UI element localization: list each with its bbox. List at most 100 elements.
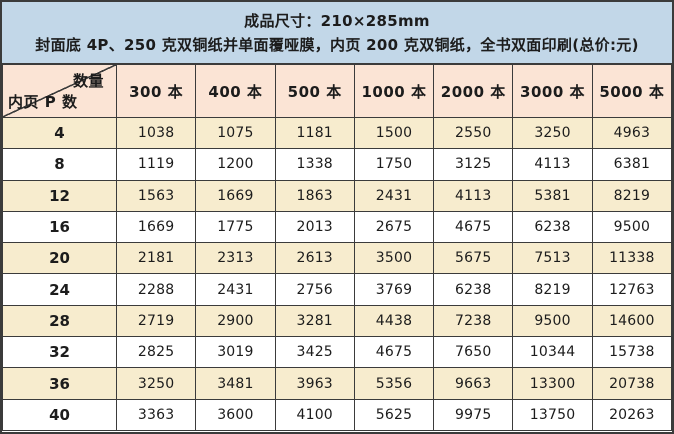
price-cell: 3769	[353, 273, 435, 306]
price-cell: 8219	[512, 273, 593, 306]
price-cell: 2825	[115, 336, 197, 369]
row-header-pages: 28	[2, 304, 117, 338]
row-header-pages: 12	[2, 179, 117, 212]
row-header-pages: 36	[2, 367, 117, 400]
price-cell: 20738	[591, 367, 673, 400]
row-header-pages: 8	[2, 148, 117, 181]
table-row: 20 2181 2313 2613 3500 5675 7513 11338	[2, 242, 673, 275]
price-cell: 2613	[274, 242, 355, 275]
column-header: 300 本	[115, 64, 197, 118]
price-cell: 11338	[591, 242, 673, 275]
price-cell: 1750	[353, 148, 435, 181]
price-cell: 13750	[512, 398, 593, 432]
column-header: 5000 本	[591, 64, 673, 118]
row-header-pages: 4	[2, 116, 117, 150]
price-cell: 6238	[433, 273, 514, 306]
product-size-title: 成品尺寸：210×285mm	[244, 12, 430, 30]
price-cell: 9975	[433, 398, 514, 432]
price-cell: 3425	[274, 336, 355, 369]
column-header: 1000 本	[353, 64, 435, 118]
price-cell: 1338	[274, 148, 355, 181]
price-cell: 4675	[433, 210, 514, 244]
price-cell: 3600	[195, 398, 276, 432]
price-cell: 2313	[195, 242, 276, 275]
price-cell: 2719	[115, 304, 197, 338]
price-cell: 3125	[433, 148, 514, 181]
price-cell: 2756	[274, 273, 355, 306]
price-cell: 1669	[115, 210, 197, 244]
price-cell: 5356	[353, 367, 435, 400]
price-cell: 6238	[512, 210, 593, 244]
column-header: 500 本	[274, 64, 355, 118]
sheet-header: 成品尺寸：210×285mm 封面底 4P、250 克双铜纸并单面覆哑膜，内页 …	[2, 2, 672, 64]
price-cell: 4100	[274, 398, 355, 432]
price-cell: 4113	[512, 148, 593, 181]
price-cell: 20263	[591, 398, 673, 432]
column-header: 3000 本	[512, 64, 593, 118]
price-cell: 3481	[195, 367, 276, 400]
price-cell: 2288	[115, 273, 197, 306]
table-row: 32 2825 3019 3425 4675 7650 10344 15738	[2, 336, 673, 369]
price-cell: 9500	[591, 210, 673, 244]
price-cell: 8219	[591, 179, 673, 212]
price-cell: 1200	[195, 148, 276, 181]
price-cell: 3963	[274, 367, 355, 400]
price-cell: 3363	[115, 398, 197, 432]
price-cell: 1775	[195, 210, 276, 244]
price-cell: 3250	[512, 116, 593, 150]
price-cell: 5625	[353, 398, 435, 432]
corner-quantity-label: 数量	[72, 72, 104, 90]
table-row: 36 3250 3481 3963 5356 9663 13300 20738	[2, 367, 673, 400]
price-cell: 4438	[353, 304, 435, 338]
price-table: 数量 内页 P 数 300 本 400 本 500 本 1000 本 2000 本 300…	[2, 64, 673, 432]
price-cell: 2675	[353, 210, 435, 244]
price-cell: 1038	[115, 116, 197, 150]
price-cell: 1181	[274, 116, 355, 150]
column-header: 2000 本	[433, 64, 514, 118]
table-row: 8 1119 1200 1338 1750 3125 4113 6381	[2, 148, 673, 181]
price-cell: 7513	[512, 242, 593, 275]
table-row: 28 2719 2900 3281 4438 7238 9500 14600	[2, 304, 673, 338]
price-cell: 2900	[195, 304, 276, 338]
price-cell: 1669	[195, 179, 276, 212]
price-cell: 3500	[353, 242, 435, 275]
price-cell: 13300	[512, 367, 593, 400]
price-cell: 4963	[591, 116, 673, 150]
spec-subtitle: 封面底 4P、250 克双铜纸并单面覆哑膜，内页 200 克双铜纸，全书双面印刷…	[35, 36, 639, 54]
row-header-pages: 16	[2, 210, 117, 244]
price-cell: 12763	[591, 273, 673, 306]
price-table-body: 4 1038 1075 1181 1500 2550 3250 4963 8 1119 1200 13…	[2, 116, 673, 432]
corner-cell: 数量 内页 P 数	[2, 64, 117, 118]
price-cell: 7238	[433, 304, 514, 338]
price-cell: 2431	[353, 179, 435, 212]
price-cell: 3250	[115, 367, 197, 400]
row-header-pages: 20	[2, 242, 117, 275]
price-cell: 2550	[433, 116, 514, 150]
price-cell: 1119	[115, 148, 197, 181]
price-cell: 6381	[591, 148, 673, 181]
price-cell: 14600	[591, 304, 673, 338]
price-cell: 9663	[433, 367, 514, 400]
table-row: 16 1669 1775 2013 2675 4675 6238 9500	[2, 210, 673, 244]
price-cell: 3281	[274, 304, 355, 338]
price-cell: 1563	[115, 179, 197, 212]
table-row: 40 3363 3600 4100 5625 9975 13750 20263	[2, 398, 673, 432]
price-cell: 7650	[433, 336, 514, 369]
price-cell: 1863	[274, 179, 355, 212]
price-cell: 15738	[591, 336, 673, 369]
price-cell: 1500	[353, 116, 435, 150]
price-cell: 4113	[433, 179, 514, 212]
row-header-pages: 32	[2, 336, 117, 369]
price-cell: 5381	[512, 179, 593, 212]
price-cell: 9500	[512, 304, 593, 338]
price-cell: 2013	[274, 210, 355, 244]
price-cell: 2181	[115, 242, 197, 275]
corner-pages-label: 内页 P 数	[8, 93, 78, 111]
table-row: 24 2288 2431 2756 3769 6238 8219 12763	[2, 273, 673, 306]
price-cell: 1075	[195, 116, 276, 150]
row-header-pages: 40	[2, 398, 117, 432]
column-header-row: 数量 内页 P 数 300 本 400 本 500 本 1000 本 2000 本 300…	[2, 64, 673, 118]
diagonal-divider-line	[3, 65, 116, 117]
row-header-pages: 24	[2, 273, 117, 306]
